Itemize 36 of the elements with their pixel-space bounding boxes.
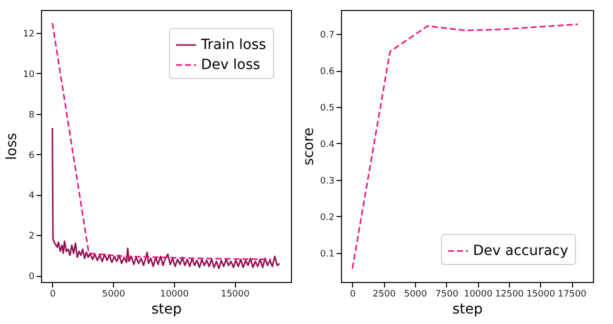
y-axis-title: loss bbox=[4, 132, 20, 160]
y-axis-title: score bbox=[301, 128, 318, 166]
y-tick-label: 0.6 bbox=[320, 67, 335, 78]
x-axis-title: step bbox=[452, 302, 483, 318]
y-tick-label: 0 bbox=[28, 272, 35, 282]
y-tick-label: 0.7 bbox=[320, 30, 334, 41]
line-series bbox=[52, 127, 280, 270]
x-tick-label: 5000 bbox=[404, 290, 428, 300]
y-tick-label: 6 bbox=[28, 150, 35, 161]
x-tick-label: 0 bbox=[350, 290, 356, 300]
x-tick-label: 5000 bbox=[102, 290, 126, 300]
x-axis-title: step bbox=[151, 302, 182, 318]
x-tick-label: 2500 bbox=[372, 290, 396, 300]
y-tick-label: 0.1 bbox=[320, 249, 334, 260]
x-tick-label: 10000 bbox=[464, 290, 493, 300]
y-tick-label: 2 bbox=[28, 232, 34, 242]
x-tick-label: 7500 bbox=[435, 290, 459, 300]
x-tick-label: 10000 bbox=[160, 290, 189, 300]
legend-label: Dev loss bbox=[201, 57, 260, 73]
y-tick-label: 0.4 bbox=[320, 140, 335, 150]
x-tick-label: 17500 bbox=[558, 290, 587, 300]
y-tick-label: 4 bbox=[28, 191, 35, 202]
y-tick-label: 12 bbox=[23, 30, 34, 40]
line-series bbox=[352, 23, 579, 270]
legend-label: Train loss bbox=[200, 37, 266, 53]
legend-label: Dev accuracy bbox=[473, 243, 568, 259]
x-tick-label: 15000 bbox=[220, 290, 250, 300]
y-tick-label: 0.3 bbox=[320, 176, 334, 186]
x-tick-label: 0 bbox=[50, 290, 56, 300]
x-tick-label: 12500 bbox=[495, 290, 524, 300]
y-tick-label: 0.2 bbox=[320, 212, 334, 223]
line-series bbox=[52, 22, 272, 260]
x-tick-label: 15000 bbox=[526, 290, 556, 300]
y-tick-label: 10 bbox=[23, 70, 35, 80]
y-tick-label: 0.5 bbox=[320, 103, 334, 114]
y-tick-label: 8 bbox=[28, 110, 35, 120]
